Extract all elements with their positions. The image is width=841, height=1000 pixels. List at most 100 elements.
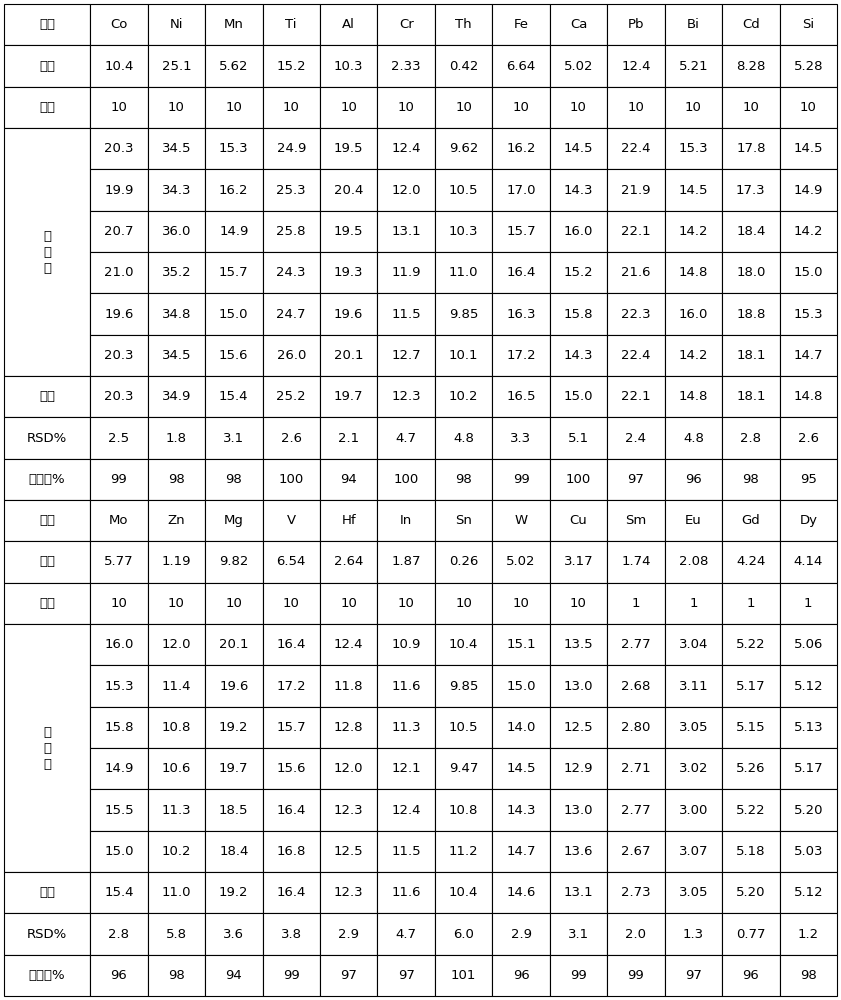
Bar bbox=[492, 211, 550, 252]
Bar bbox=[320, 128, 378, 169]
Text: 回收率%: 回收率% bbox=[29, 473, 66, 486]
Text: 8.28: 8.28 bbox=[736, 60, 765, 73]
Text: 18.8: 18.8 bbox=[736, 308, 765, 320]
Text: 98: 98 bbox=[455, 473, 472, 486]
Bar bbox=[262, 335, 320, 376]
Text: 15.5: 15.5 bbox=[104, 804, 134, 816]
Text: 14.5: 14.5 bbox=[679, 184, 708, 196]
Bar bbox=[205, 748, 262, 789]
Bar bbox=[492, 500, 550, 541]
Text: 15.6: 15.6 bbox=[219, 349, 249, 362]
Text: 2.8: 2.8 bbox=[108, 928, 130, 940]
Bar bbox=[320, 789, 378, 831]
Bar bbox=[205, 4, 262, 45]
Bar bbox=[378, 748, 435, 789]
Text: 12.3: 12.3 bbox=[391, 390, 421, 403]
Text: 2.77: 2.77 bbox=[621, 638, 651, 651]
Bar bbox=[780, 128, 837, 169]
Bar bbox=[320, 293, 378, 335]
Bar bbox=[492, 955, 550, 996]
Text: 10: 10 bbox=[513, 101, 530, 114]
Bar bbox=[722, 293, 780, 335]
Bar bbox=[607, 955, 664, 996]
Bar bbox=[262, 541, 320, 583]
Text: 12.7: 12.7 bbox=[391, 349, 421, 362]
Bar bbox=[90, 789, 148, 831]
Text: 96: 96 bbox=[743, 969, 759, 982]
Text: 34.5: 34.5 bbox=[161, 349, 191, 362]
Text: 5.06: 5.06 bbox=[794, 638, 823, 651]
Text: 15.3: 15.3 bbox=[679, 142, 708, 155]
Text: 96: 96 bbox=[110, 969, 127, 982]
Bar bbox=[148, 45, 205, 87]
Bar bbox=[148, 500, 205, 541]
Text: 10.3: 10.3 bbox=[334, 60, 363, 73]
Bar bbox=[320, 831, 378, 872]
Text: 20.3: 20.3 bbox=[104, 349, 134, 362]
Bar bbox=[550, 500, 607, 541]
Text: 15.0: 15.0 bbox=[506, 680, 536, 692]
Bar bbox=[262, 417, 320, 459]
Text: 2.67: 2.67 bbox=[621, 845, 651, 858]
Text: 1.8: 1.8 bbox=[166, 432, 187, 444]
Bar bbox=[492, 913, 550, 955]
Bar bbox=[722, 913, 780, 955]
Bar bbox=[90, 211, 148, 252]
Bar bbox=[262, 128, 320, 169]
Bar bbox=[780, 789, 837, 831]
Bar bbox=[550, 872, 607, 913]
Bar bbox=[780, 831, 837, 872]
Bar bbox=[4, 417, 90, 459]
Text: 5.18: 5.18 bbox=[736, 845, 765, 858]
Bar bbox=[205, 45, 262, 87]
Bar bbox=[4, 955, 90, 996]
Bar bbox=[780, 211, 837, 252]
Bar bbox=[492, 583, 550, 624]
Bar bbox=[722, 955, 780, 996]
Text: 14.9: 14.9 bbox=[220, 225, 248, 238]
Bar bbox=[262, 376, 320, 417]
Text: 4.8: 4.8 bbox=[453, 432, 474, 444]
Text: 16.0: 16.0 bbox=[104, 638, 134, 651]
Text: Hf: Hf bbox=[341, 514, 356, 527]
Text: 11.0: 11.0 bbox=[161, 886, 191, 899]
Bar bbox=[378, 624, 435, 665]
Bar bbox=[205, 87, 262, 128]
Bar bbox=[492, 624, 550, 665]
Text: 1.74: 1.74 bbox=[621, 555, 651, 568]
Bar bbox=[148, 872, 205, 913]
Bar bbox=[4, 376, 90, 417]
Bar bbox=[664, 376, 722, 417]
Text: 9.85: 9.85 bbox=[449, 308, 479, 320]
Text: 5.20: 5.20 bbox=[736, 886, 765, 899]
Bar bbox=[550, 913, 607, 955]
Bar bbox=[435, 955, 492, 996]
Text: 3.3: 3.3 bbox=[510, 432, 532, 444]
Text: 15.8: 15.8 bbox=[104, 721, 134, 734]
Bar bbox=[90, 87, 148, 128]
Bar bbox=[435, 293, 492, 335]
Text: Dy: Dy bbox=[799, 514, 817, 527]
Text: 20.1: 20.1 bbox=[219, 638, 249, 651]
Bar bbox=[320, 87, 378, 128]
Text: 回收率%: 回收率% bbox=[29, 969, 66, 982]
Bar bbox=[550, 4, 607, 45]
Text: 平均: 平均 bbox=[39, 390, 56, 403]
Text: 35.2: 35.2 bbox=[161, 266, 191, 279]
Bar bbox=[148, 417, 205, 459]
Text: 99: 99 bbox=[110, 473, 127, 486]
Text: 16.4: 16.4 bbox=[506, 266, 536, 279]
Bar bbox=[664, 624, 722, 665]
Bar bbox=[607, 500, 664, 541]
Bar bbox=[780, 4, 837, 45]
Text: 17.3: 17.3 bbox=[736, 184, 765, 196]
Text: 15.0: 15.0 bbox=[563, 390, 593, 403]
Bar bbox=[435, 789, 492, 831]
Bar bbox=[378, 293, 435, 335]
Bar bbox=[780, 707, 837, 748]
Text: 100: 100 bbox=[278, 473, 304, 486]
Text: 14.2: 14.2 bbox=[679, 349, 708, 362]
Text: 16.2: 16.2 bbox=[219, 184, 249, 196]
Text: 14.3: 14.3 bbox=[506, 804, 536, 816]
Bar bbox=[148, 376, 205, 417]
